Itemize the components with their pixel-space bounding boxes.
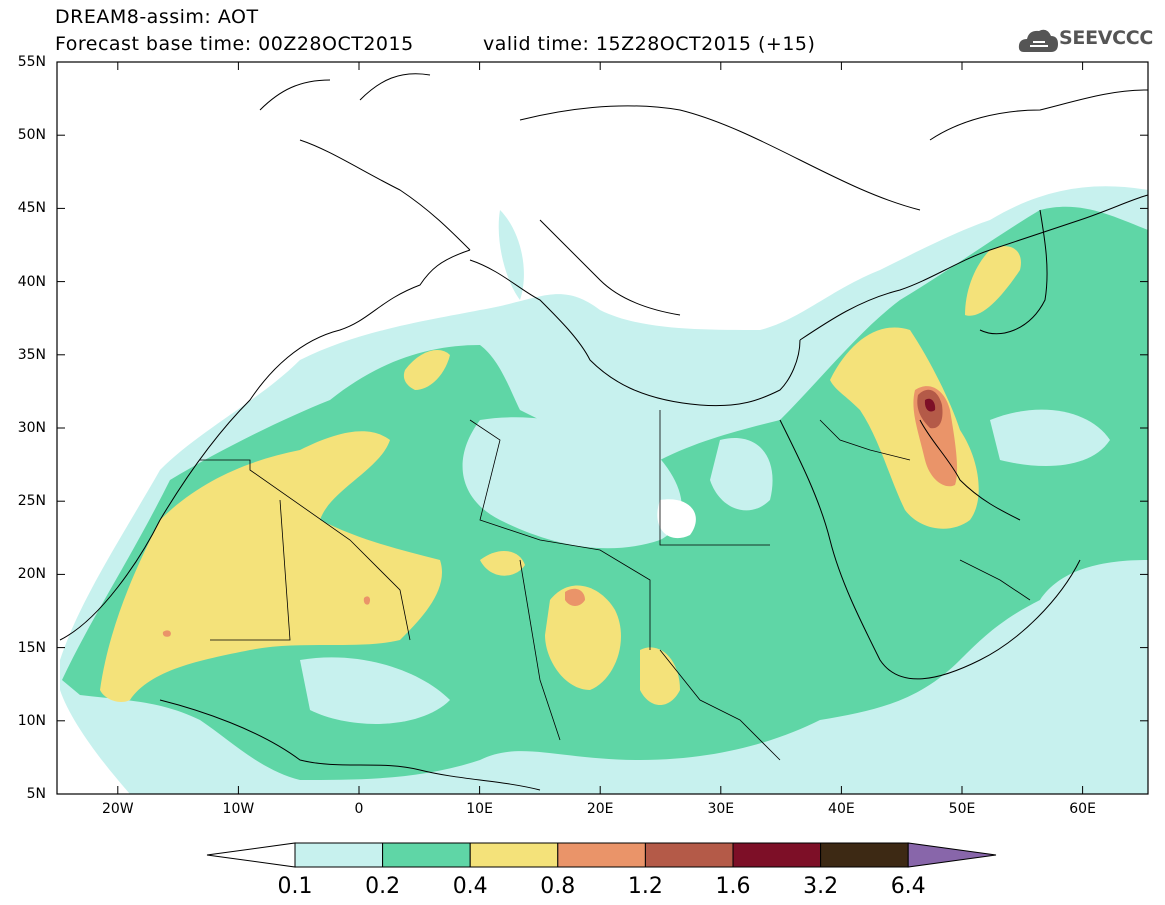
lat-label: 30N — [17, 420, 46, 436]
cloud-logo-icon — [1018, 29, 1058, 52]
colorbar-segment — [644, 842, 734, 868]
colorbar-segment — [469, 842, 559, 868]
colorbar-arrow-right — [907, 842, 997, 868]
logo-text: SEEVCCC — [1059, 27, 1154, 49]
lon-label: 60E — [1069, 801, 1096, 817]
lon-label: 40E — [828, 801, 855, 817]
aot-level-0.4 — [100, 431, 442, 702]
lon-label: 20E — [586, 801, 614, 817]
title-line-2: Forecast base time: 00Z28OCT2015 — [55, 33, 414, 55]
colorbar-label: 0.1 — [277, 874, 313, 899]
lon-label: 20W — [101, 801, 134, 817]
lon-label: 30E — [707, 801, 735, 817]
colorbar-segment — [820, 842, 909, 868]
axis-ticks — [57, 61, 1148, 795]
lat-label: 50N — [17, 127, 46, 144]
lon-label: 10E — [466, 801, 493, 817]
lat-label: 45N — [17, 200, 46, 217]
lat-label: 5N — [26, 786, 46, 802]
colorbar-segment — [557, 842, 646, 868]
title-line-1: DREAM8-assim: AOT — [55, 6, 259, 28]
valid-time: valid time: 15Z28OCT2015 (+15) — [483, 33, 816, 55]
aot-contours — [57, 62, 1148, 794]
lat-label: 20N — [17, 566, 46, 583]
lat-label: 55N — [17, 54, 46, 70]
lon-label: 0 — [354, 801, 364, 817]
colorbar-label: 1.2 — [627, 874, 663, 899]
colorbar-label: 0.4 — [452, 874, 488, 899]
coastlines — [59, 73, 1148, 791]
colorbar — [206, 842, 997, 868]
borders — [200, 410, 1031, 761]
lat-label: 40N — [17, 273, 46, 290]
lon-label: 50E — [948, 801, 976, 817]
lat-label: 10N — [17, 712, 46, 729]
colorbar-label: 6.4 — [890, 874, 926, 899]
colorbar-label: 0.8 — [540, 874, 576, 899]
lat-label: 25N — [17, 493, 46, 510]
colorbar-label: 0.2 — [365, 874, 401, 899]
colorbar-arrow-left — [206, 842, 296, 868]
lon-label: 10W — [222, 801, 255, 817]
lat-label: 35N — [17, 346, 46, 363]
colorbar-label: 1.6 — [715, 874, 751, 899]
colorbar-segment — [294, 842, 384, 868]
colorbar-segment — [732, 842, 822, 868]
colorbar-segment — [382, 842, 471, 868]
lat-label: 15N — [17, 639, 46, 656]
colorbar-label: 3.2 — [803, 874, 839, 899]
